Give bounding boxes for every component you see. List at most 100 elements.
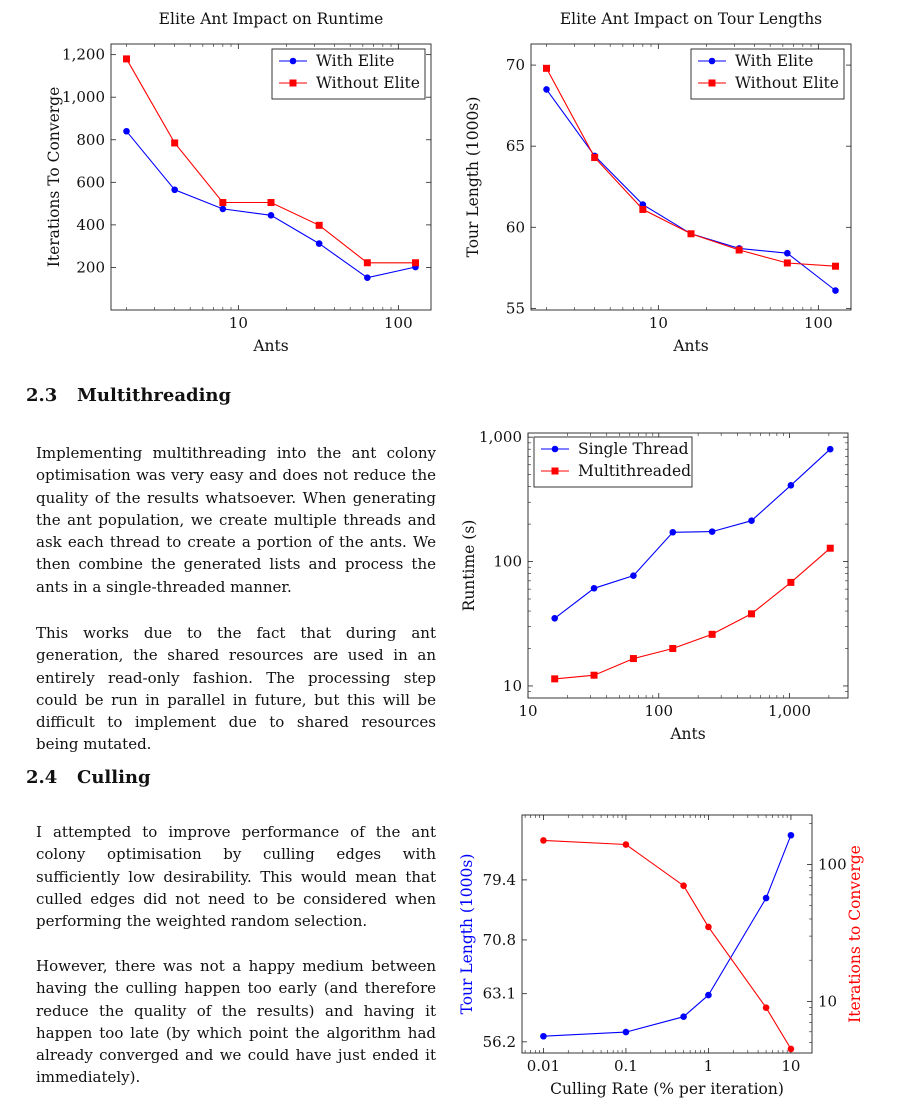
data-point	[289, 79, 297, 87]
data-point	[680, 1013, 687, 1021]
legend-box	[533, 436, 693, 488]
data-point	[787, 1045, 795, 1053]
legend-box	[271, 48, 426, 100]
series-line	[543, 834, 792, 1037]
data-point	[315, 221, 323, 229]
data-point	[669, 528, 677, 536]
y-tick-label: 63.1	[483, 985, 516, 1003]
paragraph: However, there was not a happy medium be…	[36, 957, 436, 1087]
data-point	[832, 287, 839, 294]
section-number: 2.4	[26, 767, 58, 788]
data-point	[735, 245, 743, 252]
x-tick-label: 100	[644, 702, 673, 720]
y-tick-label: 1,200	[62, 46, 105, 64]
data-point	[762, 1004, 770, 1011]
data-point	[171, 186, 178, 194]
data-point	[267, 212, 275, 219]
data-point	[540, 1032, 547, 1040]
x-axis-label: Ants	[672, 337, 708, 355]
data-point	[123, 55, 131, 63]
y-tick-label: 55	[506, 299, 525, 317]
data-point	[735, 246, 743, 254]
data-point	[783, 259, 791, 267]
y-tick-label: 70.8	[483, 931, 516, 949]
y-tick-label: 10	[503, 677, 522, 695]
data-point	[551, 467, 559, 475]
section-number: 2.3	[26, 385, 58, 406]
data-point	[826, 445, 834, 453]
data-point	[787, 578, 795, 586]
data-point	[289, 57, 297, 65]
legend-label: Multithreaded	[578, 462, 691, 480]
series-line	[546, 68, 836, 267]
paragraph: Implementing multithreading into the ant…	[36, 444, 436, 596]
y-tick-label: 800	[76, 131, 105, 149]
y-tick-label: 600	[76, 173, 105, 191]
data-point	[639, 201, 647, 208]
legend-box	[690, 48, 845, 100]
data-point	[705, 923, 712, 931]
data-point	[639, 205, 647, 213]
data-point	[680, 882, 687, 890]
paragraph: This works due to the fact that during a…	[36, 624, 436, 754]
x-tick-label: 0.01	[527, 1057, 560, 1075]
y-tick-label: 56.2	[483, 1033, 516, 1051]
x-axis-label: Ants	[669, 725, 705, 743]
x-tick-label: 100	[804, 314, 833, 332]
data-point	[787, 482, 795, 489]
data-point	[590, 671, 598, 679]
legend-label: Without Elite	[735, 74, 839, 92]
data-point	[708, 57, 716, 65]
data-point	[543, 64, 551, 72]
legend-label: With Elite	[735, 52, 813, 70]
y-axis-label: Runtime (s)	[460, 520, 478, 612]
y-right-tick-label: 10	[818, 992, 837, 1010]
section-heading-multithreading: 2.3 Multithreading	[26, 385, 231, 406]
data-point	[364, 274, 371, 281]
data-point	[123, 127, 130, 135]
series-line	[554, 448, 831, 619]
data-point	[748, 517, 755, 525]
x-tick-label: 1,000	[768, 702, 811, 720]
y-tick-label: 400	[76, 216, 105, 234]
x-tick-label: 1	[704, 1057, 714, 1075]
data-point	[411, 259, 419, 267]
data-point	[630, 572, 637, 579]
data-point	[540, 837, 547, 844]
data-point	[219, 205, 227, 213]
y-tick-label: 200	[76, 258, 105, 276]
data-point	[171, 139, 179, 147]
series-line	[546, 89, 836, 291]
data-point	[315, 240, 323, 247]
data-point	[705, 991, 712, 999]
series-line	[543, 839, 792, 1050]
plot-frame	[110, 43, 432, 311]
data-point	[748, 610, 756, 618]
data-point	[826, 544, 834, 552]
y-tick-label: 60	[506, 218, 525, 236]
y-axis-label: Tour Length (1000s)	[458, 854, 476, 1015]
y-axis-label: Tour Length (1000s)	[464, 97, 482, 258]
data-point	[551, 675, 559, 683]
y-axis-label-right: Iterations to Converge	[846, 845, 864, 1023]
data-point	[708, 528, 716, 535]
data-point	[708, 79, 716, 87]
data-point	[708, 630, 716, 638]
series-line	[126, 130, 416, 279]
x-tick-label: 10	[518, 702, 537, 720]
data-point	[622, 1028, 630, 1036]
data-point	[590, 584, 598, 592]
x-axis-label: Culling Rate (% per iteration)	[550, 1080, 784, 1098]
data-point	[762, 894, 770, 902]
plot-frame	[527, 432, 849, 699]
y-tick-label: 1,000	[62, 88, 105, 106]
x-tick-label: 10	[781, 1057, 800, 1075]
chart-title: Elite Ant Impact on Runtime	[159, 10, 384, 28]
chart-title: Elite Ant Impact on Tour Lengths	[560, 10, 822, 28]
y-right-tick-label: 100	[818, 856, 847, 874]
x-tick-label: 10	[649, 314, 668, 332]
data-point	[551, 614, 558, 622]
data-point	[267, 199, 275, 207]
section-title: Multithreading	[77, 385, 232, 406]
data-point	[784, 249, 791, 257]
